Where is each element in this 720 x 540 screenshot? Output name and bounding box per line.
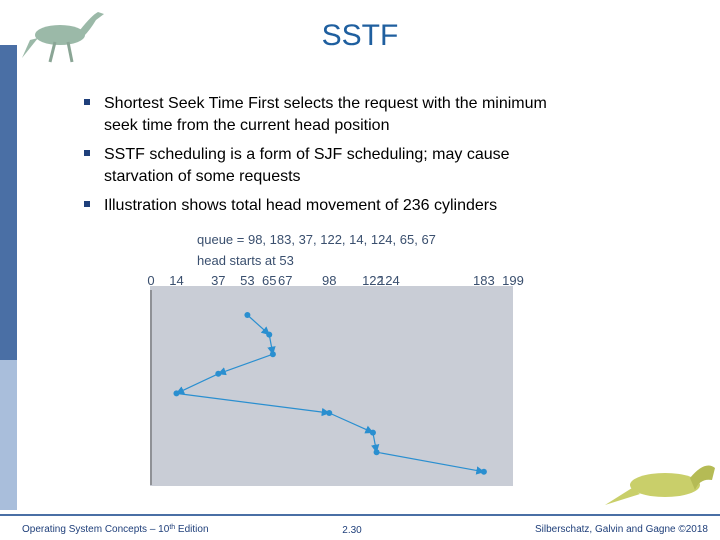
bullet-marker [84,201,90,207]
figure-background [150,286,513,486]
bullet-text: seek time from the current head position [104,117,389,134]
head-move [267,334,276,356]
tick-label: 124 [378,273,400,288]
page-number: 2.30 [342,525,362,536]
bullet-text: SSTF scheduling is a form of SJF schedul… [104,146,510,163]
dinosaur-top [22,12,104,63]
side-bar-light [0,360,17,510]
footer-left: Operating System Concepts – 10th Edition [22,524,209,536]
bullet-text: Shortest Seek Time First selects the req… [104,95,547,112]
bullet-marker [84,150,90,156]
footer-right: Silberschatz, Galvin and Gagne ©2018 [535,524,708,535]
bullet-text: starvation of some requests [104,168,301,185]
head-move [175,373,219,394]
dinosaur-bottom [605,465,715,505]
head-move [371,432,380,454]
head-move [329,412,374,434]
head-position [480,468,487,475]
head-position [244,312,251,318]
tick-label: 14 [169,273,183,288]
head-start-text: head starts at 53 [197,253,294,268]
head-move [247,314,270,336]
tick-label: 199 [502,273,524,288]
tick-label: 37 [211,273,225,288]
head-position [326,410,333,416]
head-position [215,370,222,377]
head-position [369,429,376,436]
tick-label: 53 [240,273,254,288]
queue-text: queue = 98, 183, 37, 122, 14, 124, 65, 6… [197,232,436,247]
tick-label: 65 [262,273,276,288]
tick-label: 67 [278,273,292,288]
tick-label: 98 [322,273,336,288]
head-position [373,449,380,456]
head-move [376,451,485,475]
bullet-marker [84,99,90,105]
head-move [217,353,274,376]
head-position [269,351,276,358]
side-bar [0,45,17,360]
tick-label: 183 [473,273,495,288]
head-position [266,331,273,338]
tick-label: 122 [362,273,384,288]
bullet-text: Illustration shows total head movement o… [104,197,497,214]
tick-label: 0 [147,273,154,288]
head-position [173,390,180,397]
slide-title: SSTF [322,19,399,52]
head-move [176,392,331,417]
